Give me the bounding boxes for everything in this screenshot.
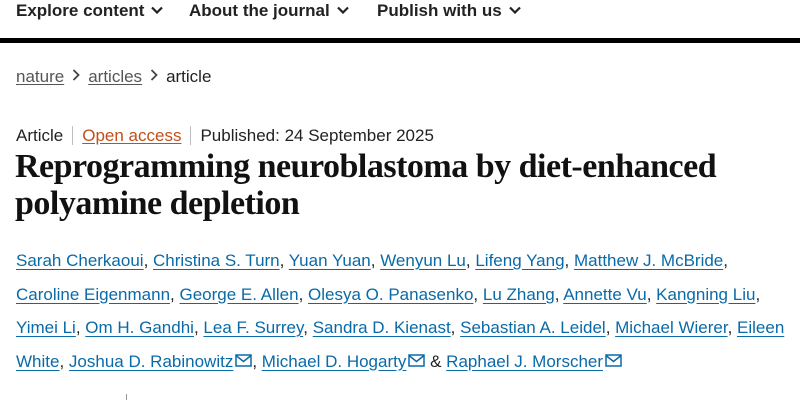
nav-item-label: Publish with us bbox=[377, 1, 502, 20]
author-link[interactable]: Kangning Liu bbox=[656, 284, 756, 304]
mail-icon[interactable] bbox=[235, 345, 253, 379]
author-link[interactable]: Lifeng Yang bbox=[475, 251, 565, 270]
breadcrumb-articles[interactable]: articles bbox=[88, 67, 143, 86]
chevron-down-icon bbox=[151, 6, 164, 15]
title-line-1: Reprogramming neuroblastoma by diet-enha… bbox=[15, 148, 717, 185]
open-access-link[interactable]: Open access bbox=[82, 126, 182, 145]
author-link[interactable]: Matthew J. McBride bbox=[573, 251, 724, 270]
top-navigation: Explore content About the journal Publis… bbox=[0, 0, 800, 38]
mail-icon[interactable] bbox=[605, 345, 622, 379]
author-link[interactable]: Yuan Yuan bbox=[288, 251, 371, 270]
author-link[interactable]: Michael D. Hogarty bbox=[261, 351, 407, 371]
author-link[interactable]: Christina S. Turn bbox=[153, 251, 280, 270]
author-link[interactable]: Annette Vu bbox=[563, 284, 647, 304]
title-line-2: polyamine depletion bbox=[15, 185, 300, 222]
author-link[interactable]: Olesya O. Panasenko bbox=[308, 284, 474, 304]
nav-divider bbox=[0, 38, 800, 43]
author-link[interactable]: Eileen White bbox=[16, 318, 785, 371]
breadcrumb-current: article bbox=[166, 67, 212, 86]
article-title: Reprogramming neuroblastoma by diet-enha… bbox=[15, 148, 785, 222]
mail-icon[interactable] bbox=[408, 345, 426, 379]
chevron-down-icon bbox=[336, 6, 349, 15]
chevron-right-icon bbox=[150, 66, 158, 86]
author-link[interactable]: Sandra D. Kienast bbox=[312, 318, 451, 337]
breadcrumb-nature[interactable]: nature bbox=[16, 67, 65, 86]
and-separator: & bbox=[430, 351, 442, 371]
article-type: Article bbox=[16, 126, 74, 145]
author-list: Sarah Cherkaoui, Christina S. Turn, Yuan… bbox=[16, 244, 788, 378]
breadcrumb: nature articles article bbox=[16, 66, 211, 87]
author-link[interactable]: Caroline Eigenmann bbox=[16, 284, 171, 304]
nav-item-label: About the journal bbox=[189, 1, 330, 20]
author-link[interactable]: Wenyun Lu bbox=[380, 251, 466, 270]
author-link[interactable]: George E. Allen bbox=[179, 284, 299, 304]
nav-about-the-journal[interactable]: About the journal bbox=[189, 0, 349, 24]
author-link[interactable]: Lu Zhang bbox=[482, 284, 555, 304]
chevron-down-icon bbox=[508, 6, 521, 15]
chevron-right-icon bbox=[72, 66, 80, 86]
author-link[interactable]: Om H. Gandhi bbox=[85, 318, 194, 337]
author-link[interactable]: Joshua D. Rabinowitz bbox=[68, 351, 234, 371]
author-link[interactable]: Raphael J. Morscher bbox=[446, 351, 604, 371]
nav-explore-content[interactable]: Explore content bbox=[16, 0, 164, 24]
author-link[interactable]: Yimei Li bbox=[16, 318, 76, 337]
nav-item-label: Explore content bbox=[16, 1, 145, 20]
divider-tick bbox=[126, 394, 127, 400]
nav-publish-with-us[interactable]: Publish with us bbox=[377, 0, 521, 24]
publication-date: Published: 24 September 2025 bbox=[190, 126, 434, 145]
article-meta: Article Open access Published: 24 Septembe… bbox=[16, 126, 434, 146]
author-link[interactable]: Sebastian A. Leidel bbox=[460, 318, 606, 337]
author-link[interactable]: Michael Wierer bbox=[615, 318, 728, 337]
author-link[interactable]: Lea F. Surrey bbox=[203, 318, 304, 337]
author-link[interactable]: Sarah Cherkaoui bbox=[16, 251, 144, 270]
